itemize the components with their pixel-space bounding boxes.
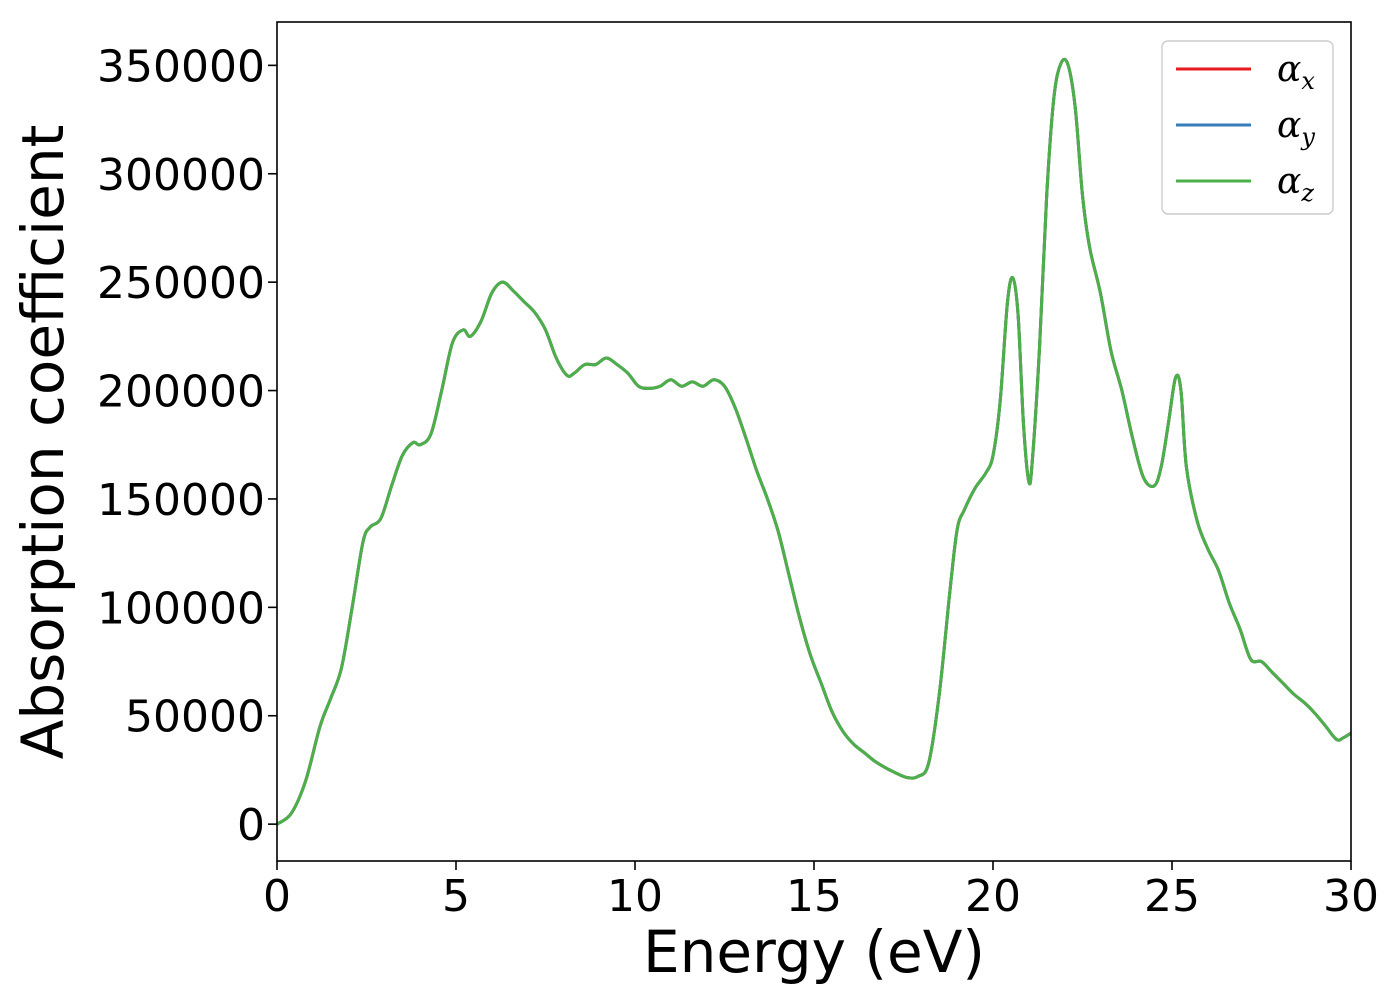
y-axis-ticks: 0 50000 100000 150000 200000 250000 300000 3500…	[97, 41, 277, 851]
y-tick-label: 50000	[125, 692, 265, 743]
series-line-2	[276, 57, 1352, 826]
x-tick-label: 25	[1144, 871, 1200, 922]
y-tick-label: 350000	[97, 41, 265, 92]
y-axis-label: Absorption coefficient	[9, 125, 77, 760]
y-tick-label: 300000	[97, 150, 265, 201]
legend-box	[1161, 40, 1334, 215]
y-tick-label: 0	[237, 800, 265, 851]
x-tick-label: 15	[786, 871, 842, 922]
series-layer	[276, 57, 1352, 826]
x-tick-label: 0	[263, 871, 291, 922]
x-tick-label: 20	[965, 871, 1021, 922]
y-tick-label: 100000	[97, 583, 265, 634]
y-tick-label: 200000	[97, 367, 265, 418]
x-axis-ticks: 0 5 10 15 20 25 30	[263, 861, 1379, 922]
x-tick-label: 30	[1323, 871, 1379, 922]
y-tick-label: 250000	[97, 258, 265, 309]
x-tick-label: 10	[607, 871, 663, 922]
x-tick-label: 5	[442, 871, 470, 922]
y-tick-label: 150000	[97, 475, 265, 526]
x-axis-label: Energy (eV)	[643, 918, 985, 986]
